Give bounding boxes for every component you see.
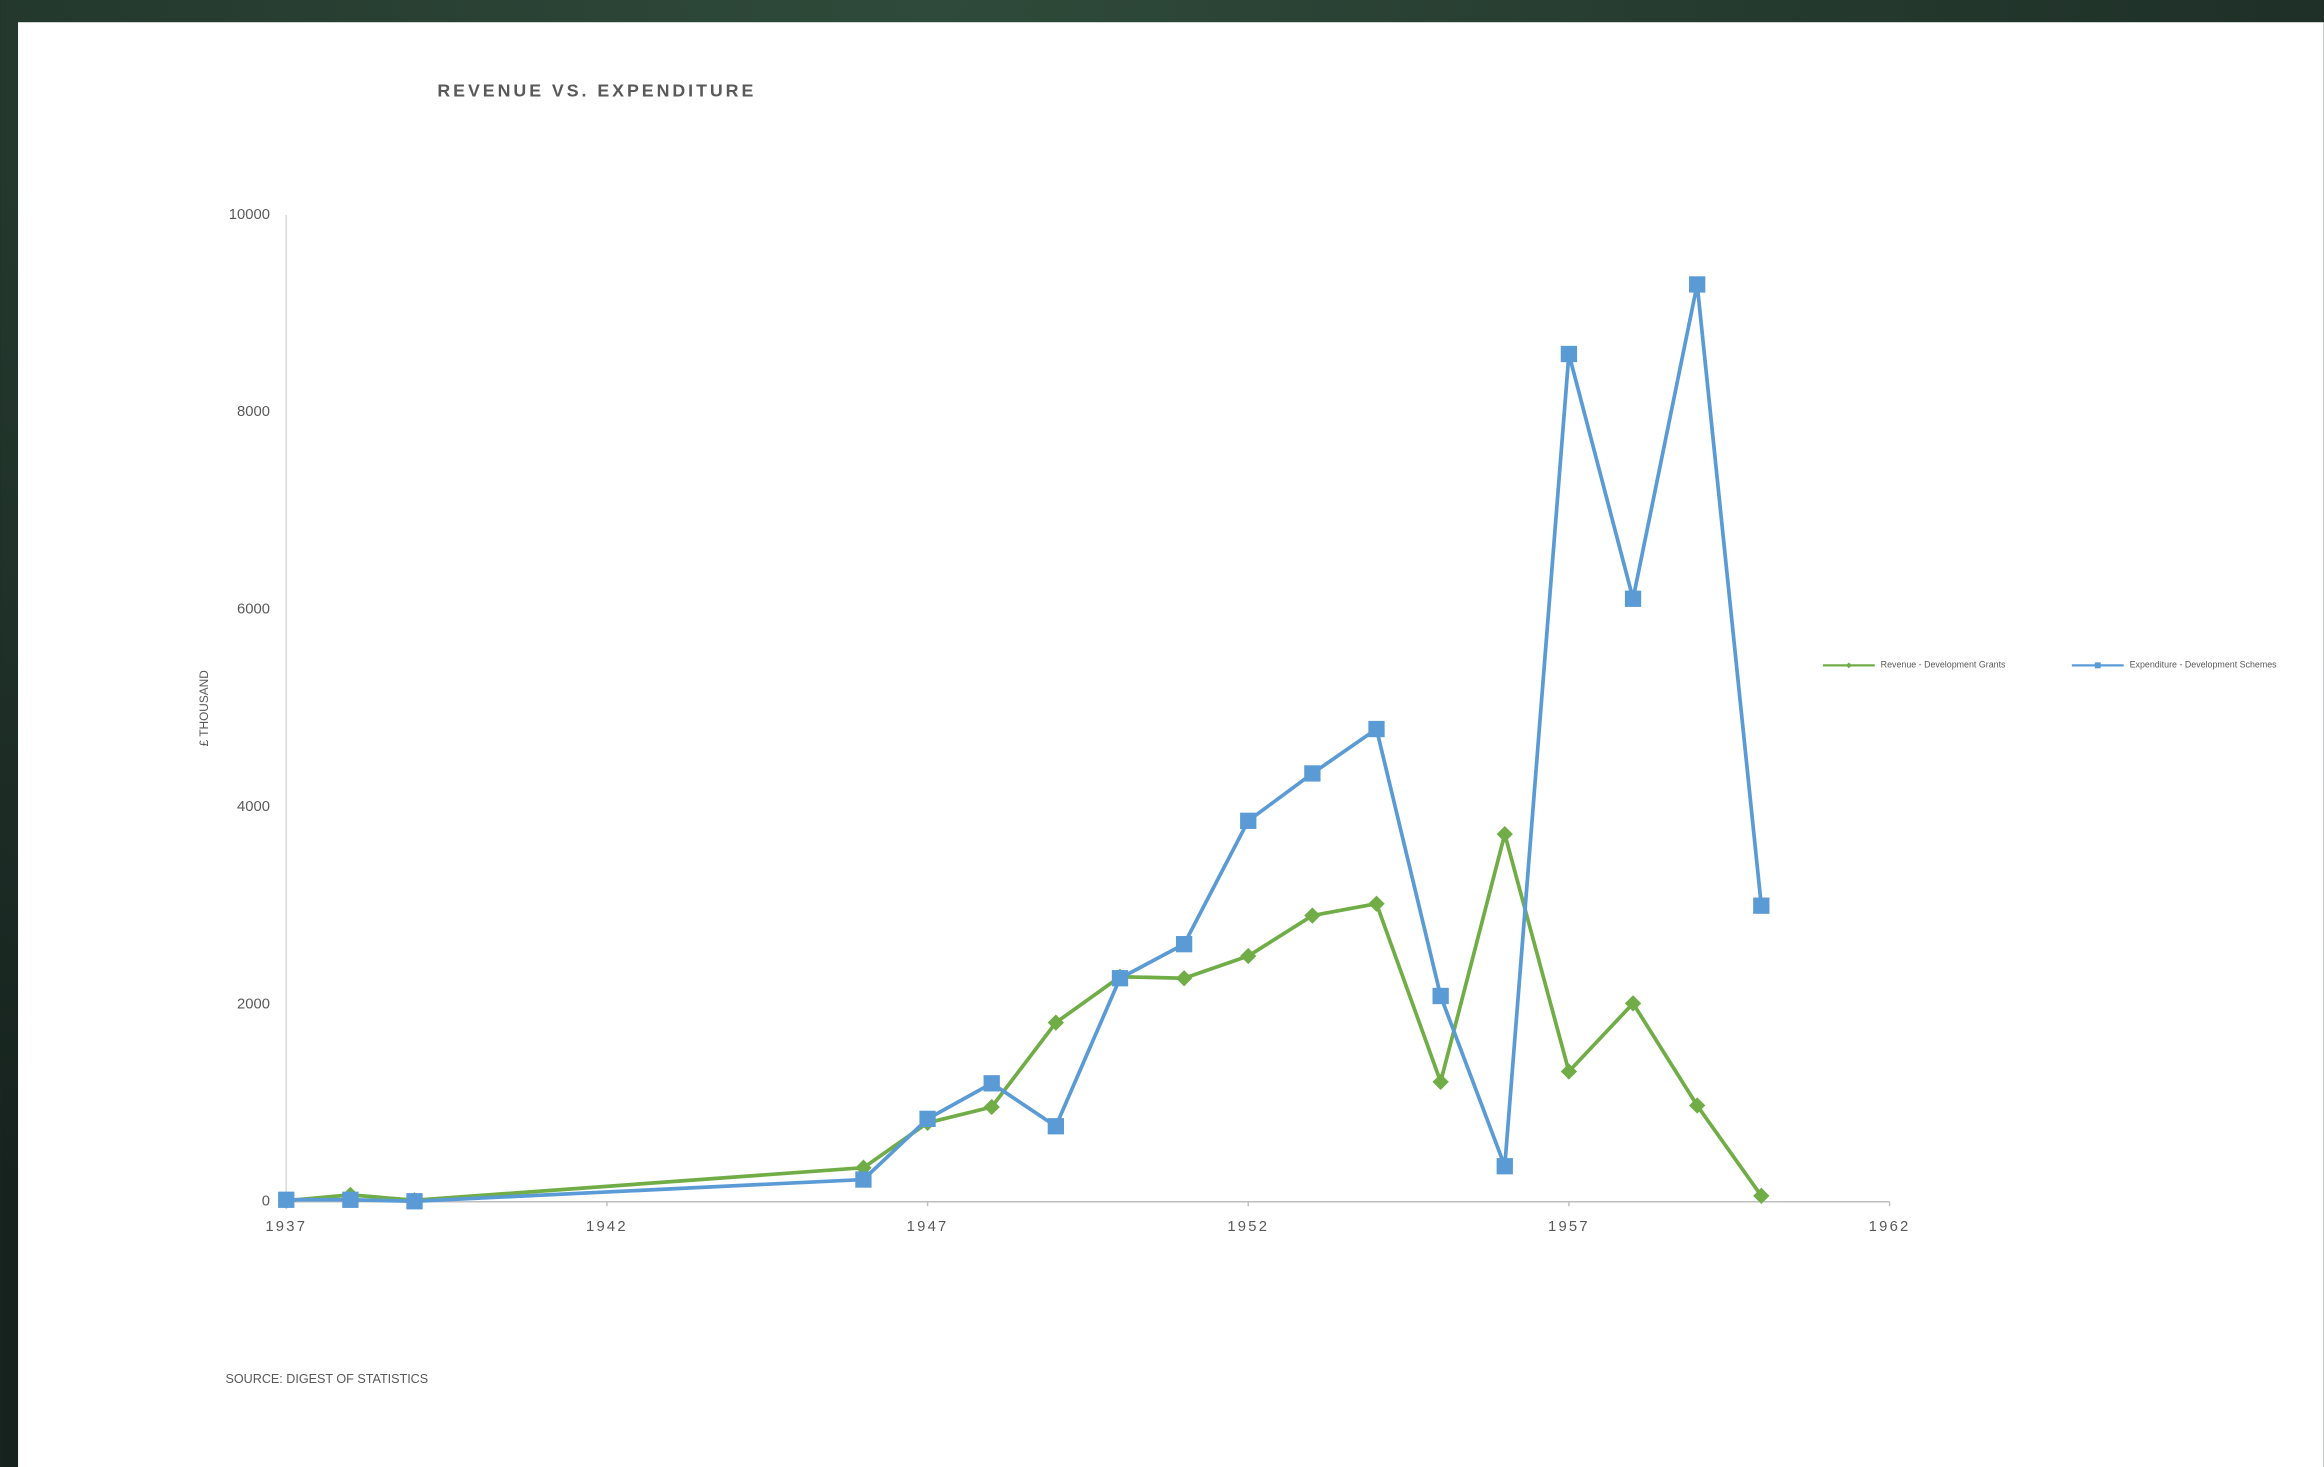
y-axis-label: £ THOUSAND [197,670,211,746]
marker-diamond [1689,1097,1706,1114]
y-tick-label: 6000 [237,602,270,618]
marker-square [1111,970,1129,987]
marker-square [342,1191,359,1208]
marker-diamond [1496,825,1513,843]
marker-square [1432,987,1449,1005]
marker-square [1240,812,1257,829]
marker-square [278,1191,295,1208]
x-tick-label: 1937 [265,1219,307,1235]
marker-square [1496,1158,1513,1175]
marker-square [855,1171,872,1188]
chart-panel [18,22,2324,1467]
marker-square [1689,276,1706,293]
marker-square [1175,936,1193,953]
marker-square [1753,897,1770,914]
x-tick-label: 1952 [1227,1219,1269,1235]
y-tick-label: 10000 [229,207,270,223]
marker-square [919,1110,936,1128]
marker-square [2094,662,2101,669]
x-tick-label: 1962 [1869,1219,1911,1235]
marker-square [1368,720,1385,738]
marker-diamond [1175,970,1193,987]
x-tick-label: 1947 [907,1219,949,1235]
marker-square [1304,765,1321,782]
chart-title: REVENUE VS. EXPENDITURE [437,81,756,101]
legend-label: Revenue - Development Grants [1881,660,2006,670]
y-tick-label: 4000 [237,799,270,815]
source-note: SOURCE: DIGEST OF STATISTICS [225,1372,428,1386]
marker-square [1560,345,1578,363]
marker-square [1047,1118,1064,1135]
marker-diamond [1368,895,1385,912]
x-tick-label: 1942 [586,1219,628,1235]
marker-diamond [1753,1187,1770,1204]
marker-square [1624,590,1642,607]
y-tick-label: 8000 [237,404,270,420]
marker-diamond [1845,662,1852,669]
x-tick-label: 1957 [1548,1219,1590,1235]
y-tick-label: 2000 [237,996,270,1012]
marker-square [983,1075,1000,1092]
series-line [286,832,1763,1203]
legend-label: Expenditure - Development Schemes [2130,660,2278,670]
y-tick-label: 0 [262,1194,270,1210]
marker-square [406,1193,423,1210]
series-line [286,282,1764,1204]
